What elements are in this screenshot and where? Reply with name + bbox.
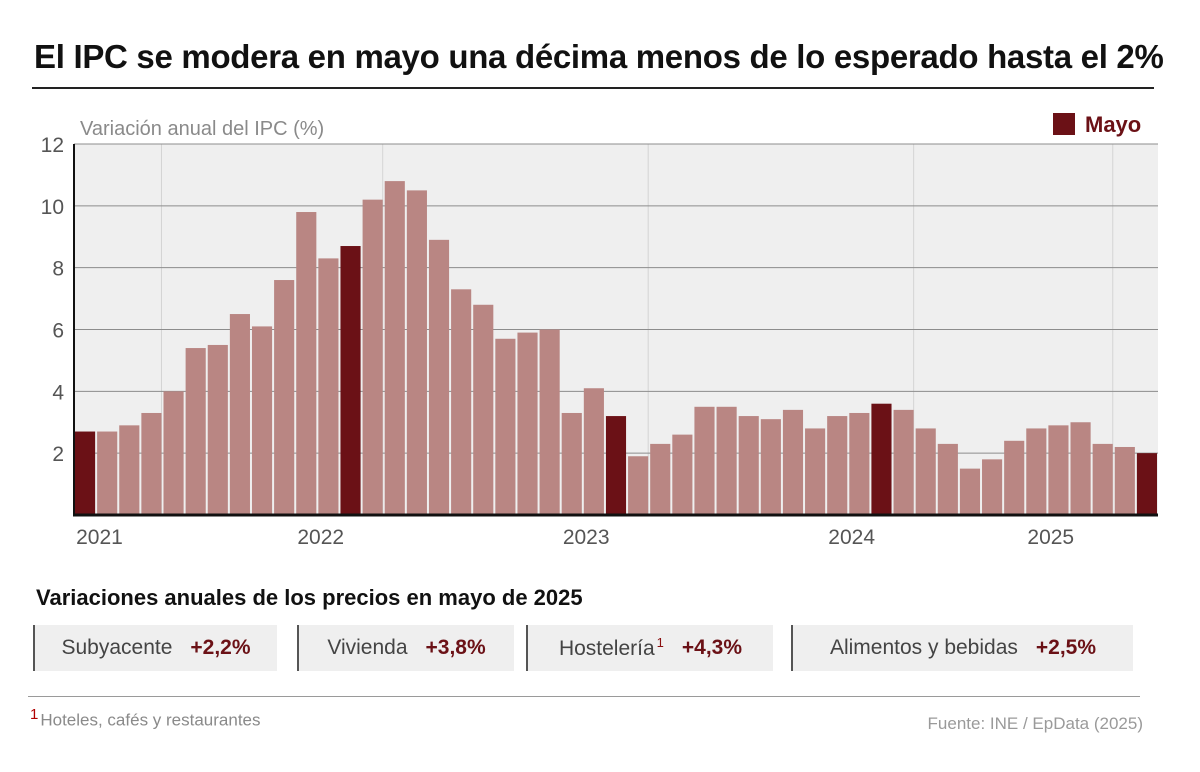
bar (207, 344, 228, 515)
bar (451, 289, 472, 515)
card-vivienda: Vivienda +3,8% (297, 625, 514, 671)
bar (163, 391, 184, 515)
bar (97, 431, 118, 515)
bar (406, 190, 427, 515)
bar (185, 348, 206, 515)
bar (384, 181, 405, 515)
bar (318, 258, 339, 515)
y-tick-label: 2 (52, 443, 64, 466)
bar (251, 326, 273, 515)
y-tick-label: 4 (52, 381, 64, 404)
x-tick-label: 2021 (76, 526, 123, 549)
title-divider (32, 87, 1154, 89)
ipc-bar-chart: 2021 2022 2023 2024 2025 2 4 6 8 10 12 Variación a… (41, 112, 1158, 549)
card-value: +2,5% (1035, 636, 1097, 659)
bar (539, 329, 560, 515)
bar (628, 456, 649, 515)
x-tick-label: 2022 (297, 526, 344, 549)
card-value: +2,2% (190, 636, 251, 659)
bar (561, 412, 582, 515)
card-hosteleria: Hostelería 1 +4,3% (526, 625, 773, 671)
bar (716, 406, 737, 515)
bar (893, 409, 914, 515)
bar (517, 332, 538, 515)
legend: Mayo (1053, 112, 1141, 137)
bar-may (340, 246, 361, 515)
footnote-mark: 1 (30, 706, 39, 723)
bar (1048, 425, 1069, 515)
bar (1114, 446, 1135, 515)
bar (959, 468, 981, 515)
card-label: Vivienda (327, 636, 408, 659)
y-tick-label: 12 (41, 134, 64, 157)
bar (296, 212, 317, 515)
prices-subtitle: Variaciones anuales de los precios en ma… (36, 585, 583, 610)
y-tick-label: 10 (41, 196, 64, 219)
card-label: Subyacente (61, 636, 173, 659)
bar (937, 443, 958, 515)
bar (1092, 443, 1113, 515)
footnote-ref: 1 (656, 635, 664, 650)
x-tick-label: 2025 (1027, 526, 1074, 549)
bar (760, 419, 781, 515)
bar (428, 239, 450, 515)
bar (229, 314, 250, 515)
card-value: +3,8% (425, 636, 486, 659)
bar-may (871, 403, 892, 515)
bar-may (605, 416, 627, 515)
bar-may (75, 431, 96, 515)
bar (650, 443, 671, 515)
x-tick-label: 2023 (563, 526, 610, 549)
axes: 2021 2022 2023 2024 2025 2 4 6 8 10 12 (41, 134, 1158, 549)
bar (782, 409, 804, 515)
bar (362, 199, 383, 515)
footer-divider (28, 696, 1140, 697)
y-axis-label: Variación anual del IPC (%) (80, 118, 324, 140)
bar (1070, 422, 1091, 515)
bars (75, 181, 1157, 515)
card-value: +4,3% (681, 636, 743, 659)
bar (982, 459, 1003, 515)
footnote: 1 Hoteles, cafés y restaurantes (30, 706, 261, 731)
legend-label: Mayo (1085, 112, 1141, 137)
bar (141, 412, 162, 515)
x-tick-label: 2024 (828, 526, 875, 549)
card-alimentos: Alimentos y bebidas +2,5% (791, 625, 1133, 671)
bar (1026, 428, 1047, 515)
card-label: Alimentos y bebidas (829, 636, 1018, 659)
bar (119, 425, 140, 515)
bar (473, 304, 494, 515)
bar (583, 388, 604, 515)
chart-title: El IPC se modera en mayo una décima meno… (34, 38, 1164, 75)
source-credit: Fuente: INE / EpData (2025) (927, 714, 1143, 733)
footnote-text: Hoteles, cafés y restaurantes (40, 710, 261, 730)
y-tick-label: 6 (52, 320, 64, 343)
bar (915, 428, 936, 515)
bar (849, 412, 870, 515)
bar (495, 338, 516, 515)
bar (738, 416, 759, 515)
y-tick-label: 8 (52, 258, 64, 281)
bar-may (1136, 453, 1157, 515)
bar (1004, 440, 1025, 515)
bar (672, 434, 693, 515)
bar (694, 406, 715, 515)
card-subyacente: Subyacente +2,2% (33, 625, 277, 671)
legend-swatch (1053, 113, 1075, 135)
bar (827, 416, 848, 515)
card-label: Hostelería 1 (558, 635, 664, 660)
bar (805, 428, 826, 515)
bar (274, 280, 295, 515)
